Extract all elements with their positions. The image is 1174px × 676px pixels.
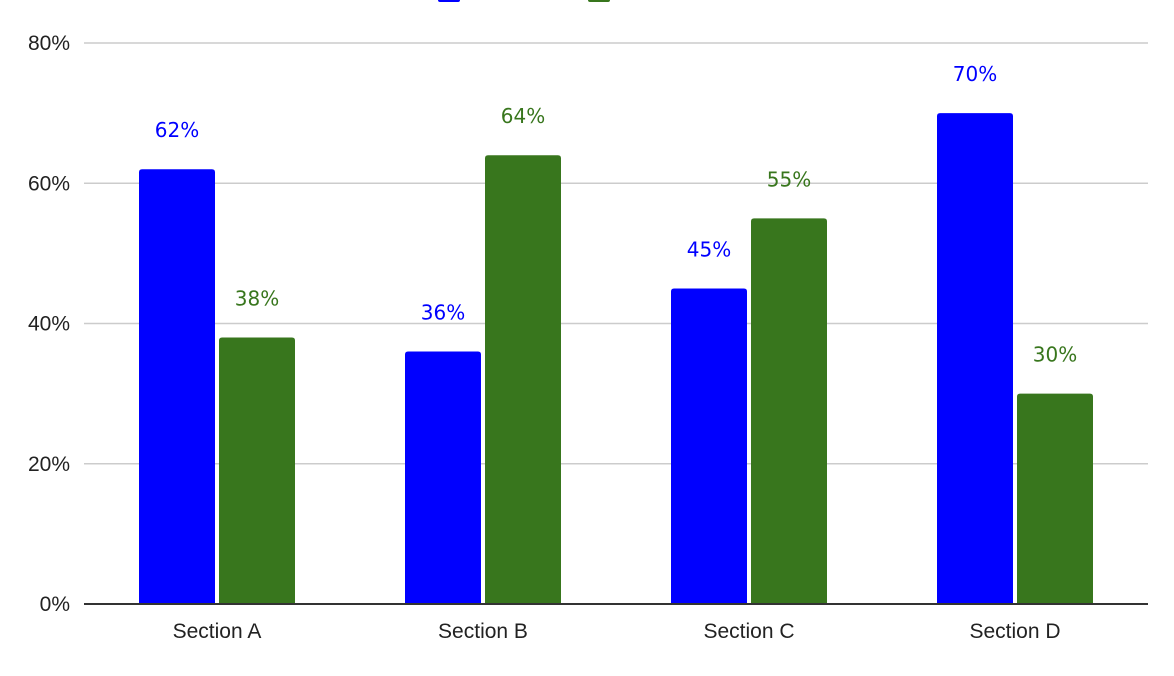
x-category-label: Section D <box>969 620 1060 643</box>
legend-swatch-series-1 <box>438 0 460 2</box>
data-label: 70% <box>953 62 997 86</box>
data-label: 45% <box>687 237 731 261</box>
y-tick-label: 0% <box>40 593 70 616</box>
data-label: 62% <box>155 118 199 142</box>
data-label: 55% <box>767 167 811 191</box>
bar-section-b-series-1 <box>405 351 481 604</box>
x-category-label: Section C <box>703 620 794 643</box>
y-tick-label: 60% <box>28 172 70 195</box>
x-category-label: Section B <box>438 620 528 643</box>
legend-swatch-series-2 <box>588 0 610 2</box>
bar-section-d-series-1 <box>937 113 1013 604</box>
y-axis: 0% 20% 40% 60% 80% <box>28 32 70 616</box>
y-tick-label: 20% <box>28 453 70 476</box>
y-tick-label: 40% <box>28 313 70 336</box>
bar-section-a-series-2 <box>219 337 295 604</box>
bar-section-d-series-2 <box>1017 393 1093 604</box>
bar-section-c-series-2 <box>751 218 827 604</box>
x-axis: Section A Section B Section C Section D <box>84 603 1148 643</box>
data-label: 38% <box>235 287 279 311</box>
data-label: 64% <box>501 104 545 128</box>
legend <box>438 0 610 2</box>
data-label: 30% <box>1033 343 1077 367</box>
bar-section-c-series-1 <box>671 288 747 604</box>
data-labels: 62% 38% 36% 64% 45% 55% 70% 30% <box>155 62 1077 367</box>
bar-section-a-series-1 <box>139 169 215 604</box>
y-tick-label: 80% <box>28 32 70 55</box>
bar-section-b-series-2 <box>485 155 561 604</box>
x-category-label: Section A <box>173 620 262 643</box>
bars <box>139 113 1093 604</box>
data-label: 36% <box>421 301 465 325</box>
